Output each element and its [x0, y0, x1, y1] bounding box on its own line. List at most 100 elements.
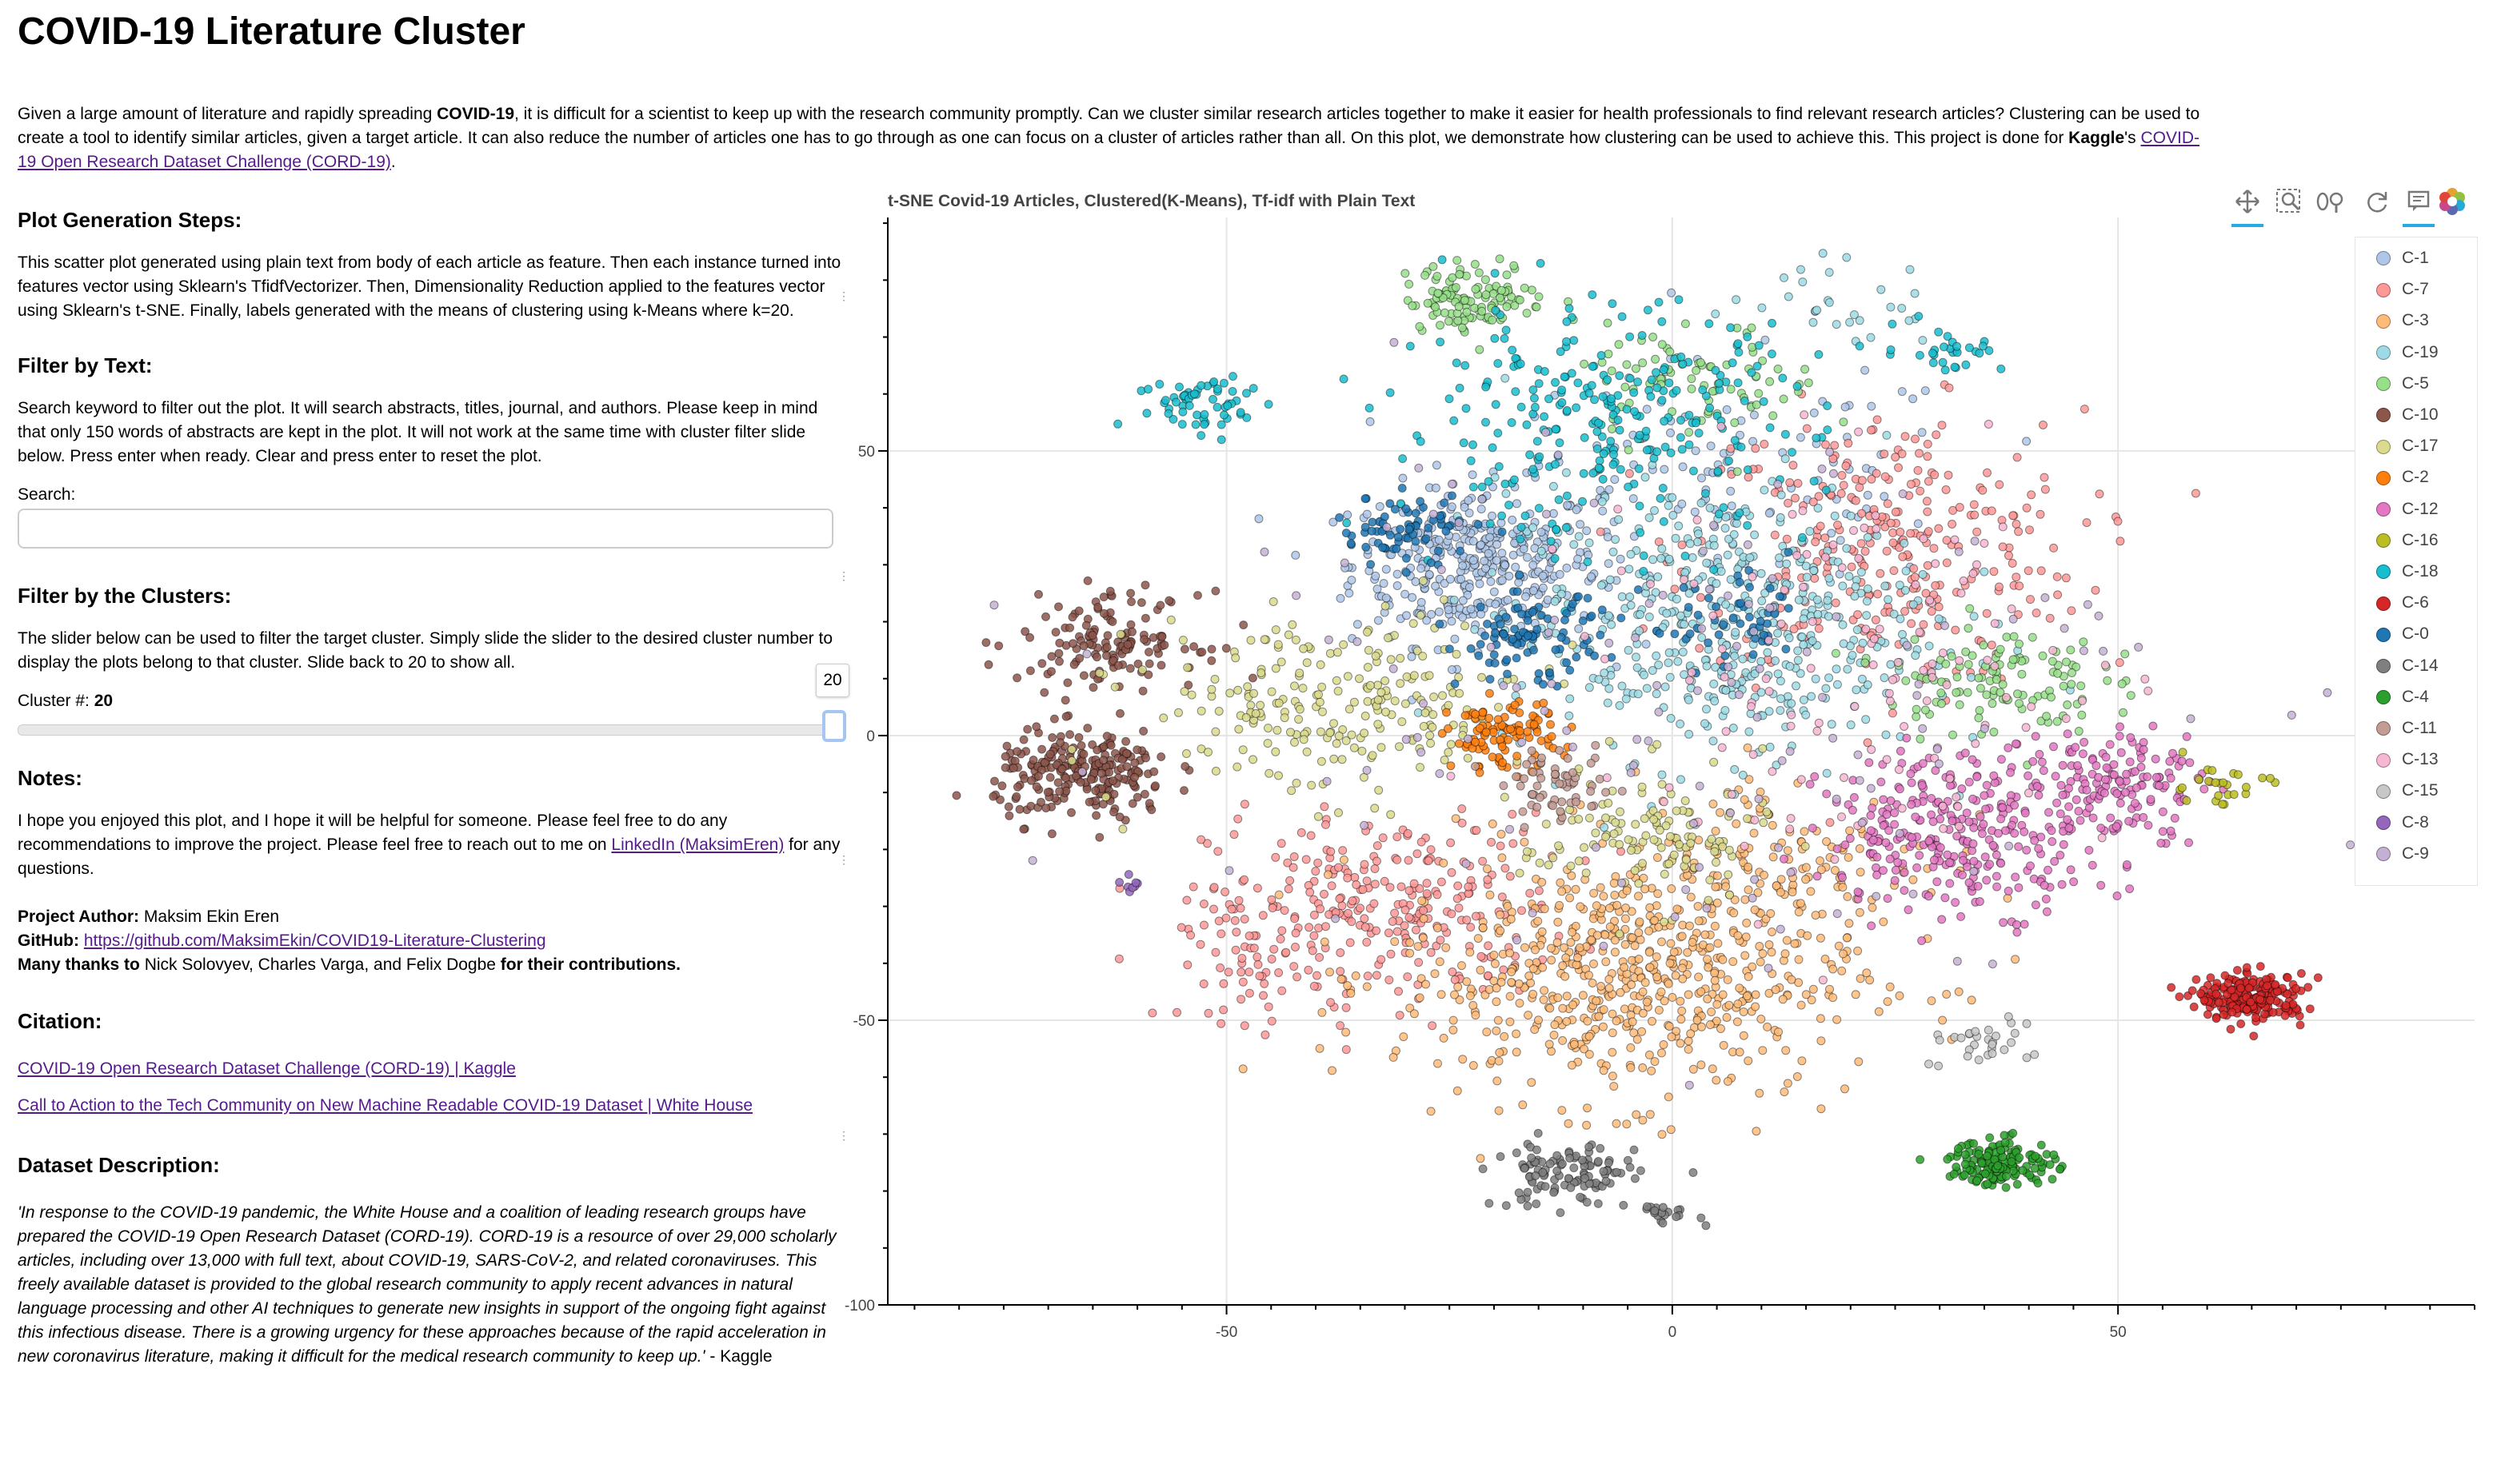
point[interactable]	[1574, 856, 1584, 866]
point[interactable]	[1776, 513, 1785, 522]
point[interactable]	[1480, 275, 1490, 285]
point[interactable]	[1402, 672, 1412, 681]
point[interactable]	[1633, 689, 1643, 699]
point[interactable]	[1238, 977, 1248, 987]
point[interactable]	[1428, 261, 1438, 271]
point[interactable]	[1698, 385, 1708, 395]
point[interactable]	[1832, 320, 1841, 329]
point[interactable]	[1872, 852, 1882, 862]
point[interactable]	[2039, 766, 2048, 776]
point[interactable]	[2059, 681, 2068, 691]
point[interactable]	[1578, 991, 1588, 1000]
point[interactable]	[1419, 906, 1428, 916]
point[interactable]	[1538, 571, 1548, 580]
point[interactable]	[2130, 799, 2139, 808]
point[interactable]	[1137, 665, 1147, 675]
point[interactable]	[1056, 738, 1065, 748]
point[interactable]	[1803, 931, 1812, 940]
point[interactable]	[2232, 966, 2242, 975]
point[interactable]	[1520, 1163, 1529, 1173]
point[interactable]	[1732, 467, 1742, 477]
point[interactable]	[2124, 816, 2134, 826]
point[interactable]	[1863, 584, 1872, 593]
point[interactable]	[1032, 722, 1041, 732]
point[interactable]	[1796, 1000, 1806, 1010]
point[interactable]	[1853, 946, 1863, 955]
point[interactable]	[1573, 953, 1582, 963]
point[interactable]	[1654, 537, 1664, 547]
point[interactable]	[1744, 862, 1753, 872]
point[interactable]	[1492, 1076, 1502, 1086]
point[interactable]	[1868, 836, 1878, 845]
point[interactable]	[1441, 943, 1451, 952]
point[interactable]	[1902, 733, 1912, 743]
point[interactable]	[1644, 1050, 1654, 1059]
point[interactable]	[1998, 542, 2008, 552]
point[interactable]	[1724, 1000, 1734, 1010]
point[interactable]	[1686, 892, 1696, 902]
point[interactable]	[1660, 442, 1670, 452]
point[interactable]	[1979, 820, 1988, 829]
point[interactable]	[1507, 418, 1516, 427]
point[interactable]	[2015, 699, 2024, 708]
point[interactable]	[1617, 312, 1627, 321]
point[interactable]	[1444, 317, 1453, 326]
point[interactable]	[1327, 881, 1336, 891]
point[interactable]	[1358, 885, 1368, 894]
point[interactable]	[2120, 788, 2130, 797]
point[interactable]	[1857, 476, 1867, 485]
point[interactable]	[1808, 984, 1818, 994]
point[interactable]	[1642, 997, 1652, 1007]
point[interactable]	[1924, 527, 1933, 537]
point[interactable]	[1557, 1106, 1567, 1115]
point[interactable]	[1838, 620, 1848, 629]
point[interactable]	[1867, 401, 1876, 411]
point[interactable]	[1460, 711, 1470, 720]
point[interactable]	[1590, 651, 1600, 660]
point[interactable]	[1601, 832, 1610, 842]
point[interactable]	[1548, 481, 1558, 491]
point[interactable]	[1671, 533, 1680, 543]
point[interactable]	[1536, 258, 1545, 268]
point[interactable]	[1857, 674, 1867, 684]
point[interactable]	[2106, 813, 2115, 823]
point[interactable]	[1211, 947, 1221, 957]
point[interactable]	[1453, 881, 1463, 891]
point[interactable]	[2058, 790, 2068, 800]
point[interactable]	[1466, 644, 1476, 653]
point[interactable]	[1346, 539, 1356, 549]
point[interactable]	[1277, 986, 1287, 995]
point[interactable]	[1401, 568, 1411, 577]
point[interactable]	[1789, 624, 1799, 634]
point[interactable]	[2263, 981, 2272, 991]
point[interactable]	[1233, 814, 1243, 824]
point[interactable]	[1211, 766, 1221, 776]
point[interactable]	[1849, 792, 1859, 802]
point[interactable]	[1373, 695, 1383, 704]
point[interactable]	[1273, 640, 1283, 649]
point[interactable]	[1336, 975, 1346, 984]
point[interactable]	[2062, 657, 2071, 667]
point[interactable]	[1780, 429, 1790, 439]
point[interactable]	[1718, 990, 1728, 999]
point[interactable]	[1879, 917, 1888, 927]
point[interactable]	[1444, 700, 1453, 710]
point[interactable]	[1470, 260, 1480, 269]
point[interactable]	[1956, 912, 1966, 921]
point[interactable]	[1611, 535, 1620, 545]
point[interactable]	[1607, 366, 1616, 376]
point[interactable]	[1788, 888, 1797, 897]
point[interactable]	[1508, 345, 1517, 355]
point[interactable]	[1846, 720, 1856, 730]
point[interactable]	[1189, 389, 1199, 399]
point[interactable]	[1553, 917, 1563, 927]
point[interactable]	[1458, 596, 1468, 605]
point[interactable]	[1581, 868, 1591, 878]
point[interactable]	[1468, 440, 1477, 449]
point[interactable]	[1291, 550, 1300, 560]
point[interactable]	[1686, 1029, 1696, 1039]
point[interactable]	[1904, 905, 1913, 915]
point[interactable]	[1237, 995, 1246, 1004]
point[interactable]	[2244, 983, 2254, 993]
point[interactable]	[1501, 325, 1511, 335]
